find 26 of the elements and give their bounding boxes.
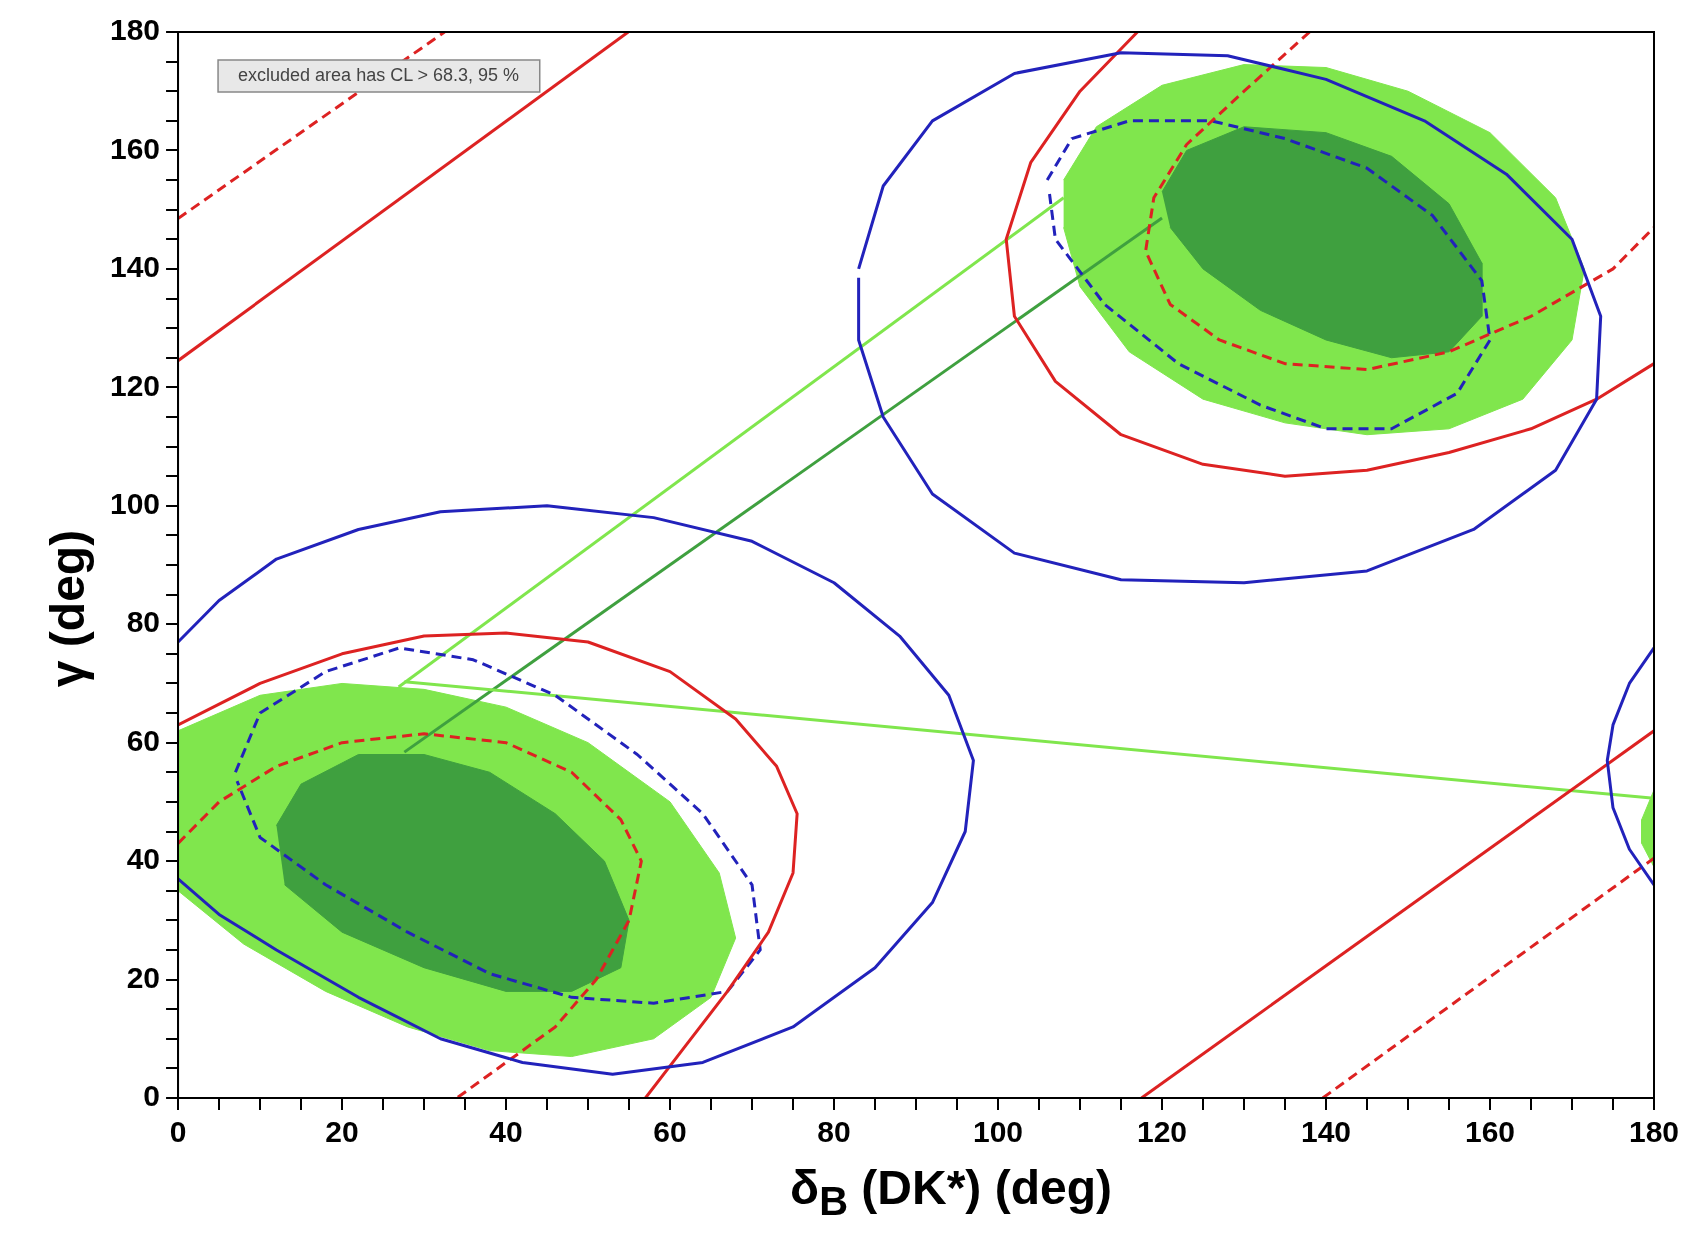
- y-tick-label: 60: [126, 723, 161, 757]
- annotation: excluded area has CL > 68.3, 95 %: [238, 64, 520, 85]
- line-series: [178, 732, 643, 1098]
- x-tick-label: 60: [653, 1115, 687, 1149]
- y-tick-label: 120: [109, 368, 161, 402]
- x-tick-label: 180: [1628, 1115, 1680, 1149]
- y-tick-label: 80: [126, 605, 161, 639]
- x-tick-label: 100: [972, 1115, 1024, 1149]
- y-tick-label: 180: [109, 13, 161, 47]
- y-tick-label: 140: [109, 250, 161, 284]
- y-tick-label: 160: [109, 131, 161, 165]
- x-tick-label: 140: [1300, 1115, 1352, 1149]
- y-tick-label: 0: [143, 1079, 161, 1113]
- x-tick-label: 80: [817, 1115, 851, 1149]
- y-axis-title: γ (deg): [40, 529, 96, 687]
- y-tick-label: 20: [126, 960, 161, 994]
- x-tick-label: 20: [325, 1115, 359, 1149]
- y-tick-label: 40: [126, 842, 161, 876]
- x-axis-title: δ$_{B}$ (DK*) (deg): [789, 1160, 1113, 1224]
- x-tick-label: 120: [1136, 1115, 1188, 1149]
- x-tick-label: 160: [1464, 1115, 1516, 1149]
- line-series: [233, 646, 762, 1005]
- x-tick-label: 40: [489, 1115, 523, 1149]
- y-tick-label: 100: [109, 487, 161, 521]
- x-tick-label: 0: [169, 1115, 187, 1149]
- line-series: [1045, 119, 1492, 431]
